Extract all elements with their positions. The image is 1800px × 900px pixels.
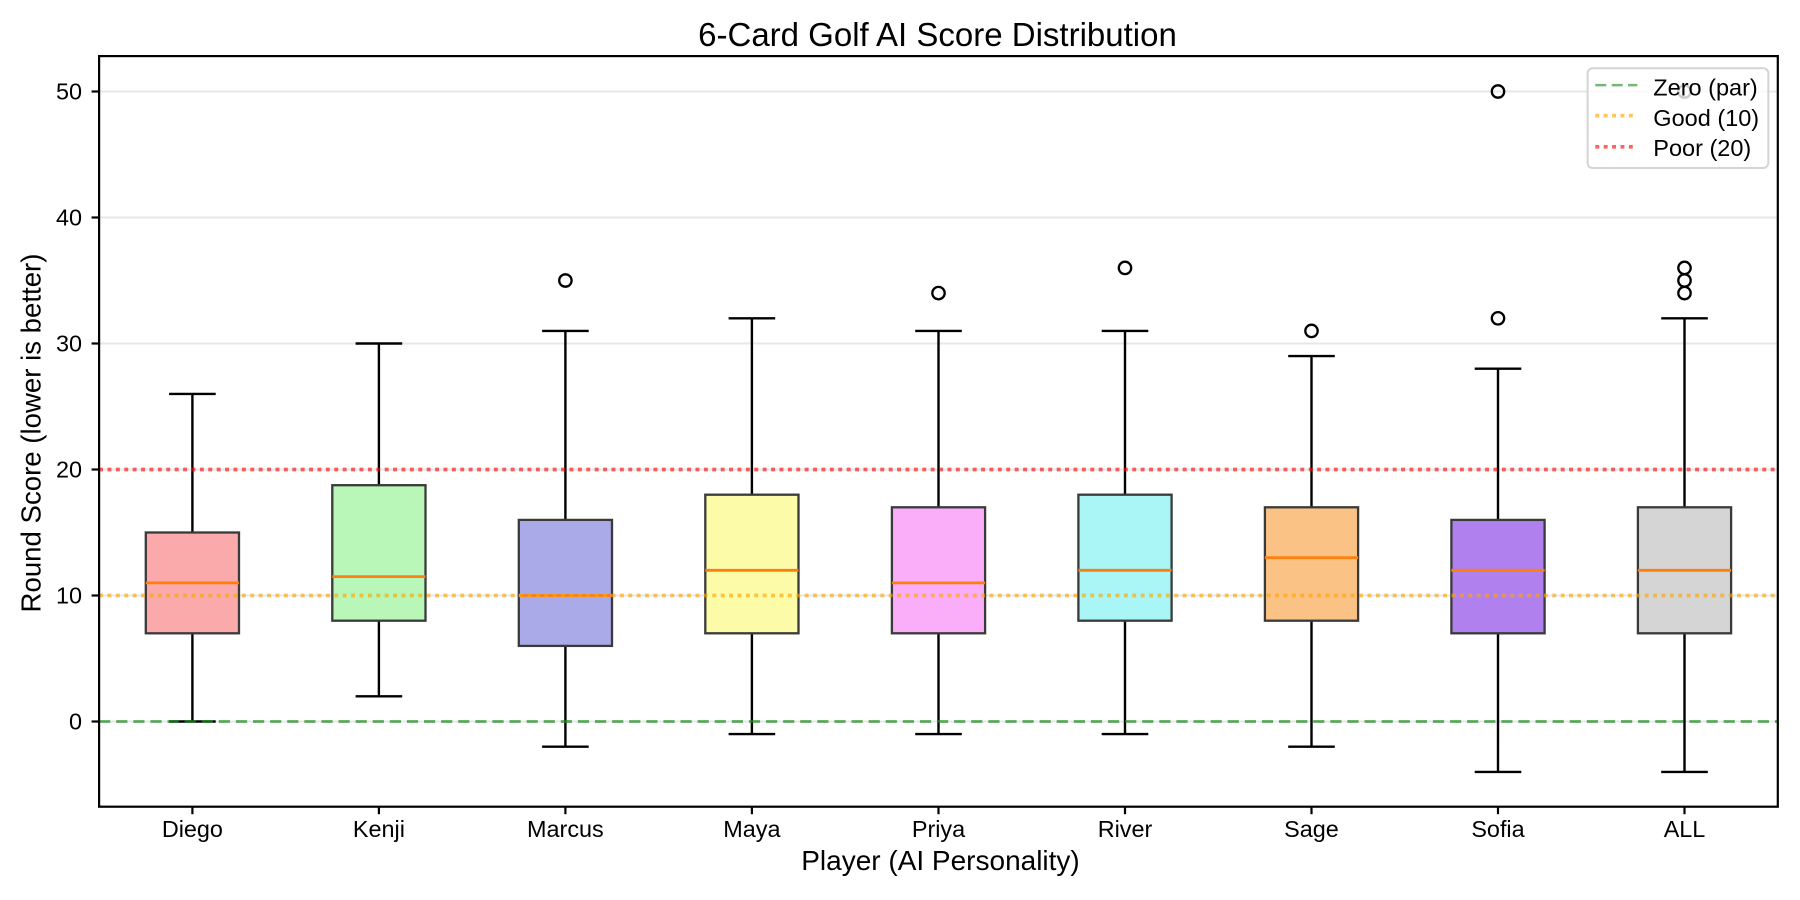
svg-text:6-Card Golf AI Score Distribut: 6-Card Golf AI Score Distribution bbox=[698, 16, 1177, 53]
svg-text:Sofia: Sofia bbox=[1471, 816, 1525, 842]
svg-text:10: 10 bbox=[56, 583, 82, 609]
svg-text:0: 0 bbox=[69, 709, 82, 735]
svg-text:20: 20 bbox=[56, 457, 82, 483]
svg-text:Round Score (lower is better): Round Score (lower is better) bbox=[16, 254, 47, 613]
svg-text:Sage: Sage bbox=[1284, 816, 1339, 842]
svg-text:40: 40 bbox=[56, 205, 82, 231]
svg-text:50: 50 bbox=[56, 79, 82, 105]
svg-text:Poor (20): Poor (20) bbox=[1653, 135, 1751, 161]
svg-text:30: 30 bbox=[56, 331, 82, 357]
svg-text:Priya: Priya bbox=[912, 816, 966, 842]
svg-text:Diego: Diego bbox=[162, 816, 223, 842]
svg-text:Kenji: Kenji bbox=[353, 816, 405, 842]
svg-text:ALL: ALL bbox=[1664, 816, 1706, 842]
svg-text:Maya: Maya bbox=[723, 816, 781, 842]
svg-text:River: River bbox=[1098, 816, 1153, 842]
svg-text:Good (10): Good (10) bbox=[1653, 105, 1759, 131]
svg-text:Zero (par): Zero (par) bbox=[1653, 75, 1757, 101]
svg-text:Marcus: Marcus bbox=[527, 816, 604, 842]
svg-text:Player (AI Personality): Player (AI Personality) bbox=[801, 845, 1080, 876]
